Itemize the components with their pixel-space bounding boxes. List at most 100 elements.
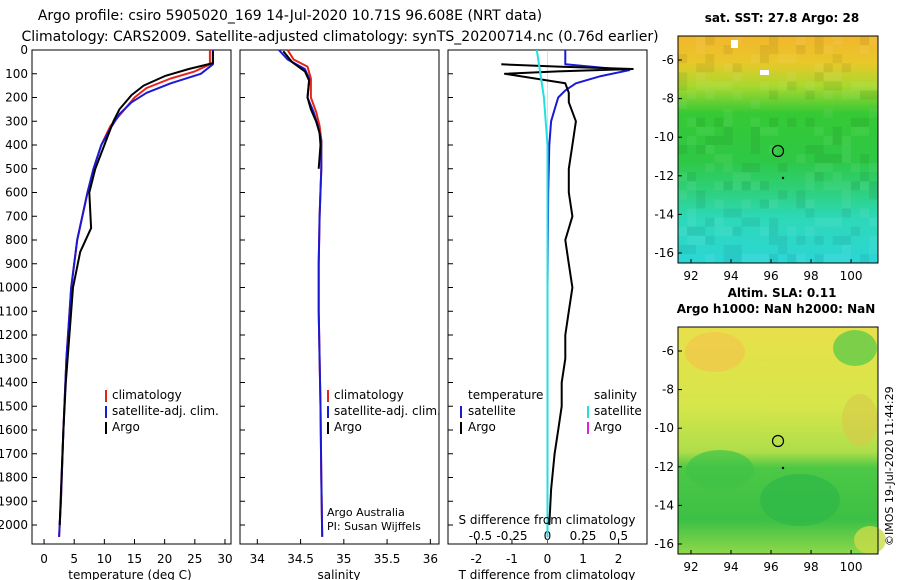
longitude-tick-label: 94 [723, 560, 738, 574]
sla-low-blob [760, 474, 840, 526]
x-tick-label: 15 [127, 552, 142, 566]
sst-pixel [696, 63, 706, 73]
sst-pixel [741, 217, 751, 227]
sla-map-frame [677, 326, 879, 555]
sst-pixel [841, 244, 851, 254]
latitude-tick-label: -14 [654, 498, 674, 512]
sst-pixel [832, 235, 842, 245]
latitude-tick-label: -12 [654, 169, 674, 183]
sst-pixel [750, 135, 760, 145]
sst-pixel [750, 253, 760, 263]
sst-pixel [769, 235, 779, 245]
sst-map-title: sat. SST: 27.8 Argo: 28 [705, 11, 859, 25]
legend-label-satellite: satellite-adj. clim. [112, 404, 219, 418]
legend-label-t-satellite: satellite [468, 404, 516, 418]
legend-title-temperature: temperature [468, 388, 543, 402]
argo-float-marker [771, 434, 785, 448]
sla-high-blob [854, 526, 886, 554]
legend-label-t-argo: Argo [468, 420, 496, 434]
sst-pixel [787, 117, 797, 127]
sst-pixel [714, 117, 724, 127]
depth-tick-label: 100 [5, 67, 28, 81]
sst-pixel [778, 244, 788, 254]
x-tick-label: -1 [506, 552, 518, 566]
s-diff-tick-label: -0.25 [496, 529, 527, 543]
sst-pixel [841, 235, 851, 245]
depth-tick-label: 1800 [0, 471, 28, 485]
x-tick-label: 1 [579, 552, 587, 566]
credit-timestamp: ©IMOS 19-Jul-2020 11:44:29 [883, 386, 896, 546]
sst-pixel [832, 135, 842, 145]
sst-pixel [860, 81, 870, 91]
sst-pixel [714, 181, 724, 191]
x-tick-label: 36 [423, 552, 438, 566]
sst-pixel [823, 63, 833, 73]
sst-pixel [678, 81, 688, 91]
sst-pixel [814, 126, 824, 136]
legend-label-climatology: climatology [112, 388, 182, 402]
sst-pixel [814, 45, 824, 55]
sst-pixel [823, 253, 833, 263]
longitude-tick-label: 100 [840, 269, 863, 283]
sst-pixel [732, 208, 742, 218]
depth-tick-label: 500 [5, 162, 28, 176]
difference-series [448, 49, 634, 544]
sst-pixel [687, 208, 697, 218]
sst-pixel [850, 126, 860, 136]
sst-pixel [796, 45, 806, 55]
sst-pixel [723, 117, 733, 127]
sla-low-blob [686, 450, 754, 490]
longitude-tick-label: 92 [683, 560, 698, 574]
sst-pixel [805, 199, 815, 209]
sst-pixel [805, 172, 815, 182]
temperature-legend: climatology satellite-adj. clim. Argo [105, 388, 219, 434]
sst-pixel [796, 235, 806, 245]
sst-pixel [860, 154, 870, 164]
x-tick-label: 5 [70, 552, 78, 566]
sst-pixel [696, 117, 706, 127]
sst-pixel [769, 36, 779, 46]
sst-pixel [714, 154, 724, 164]
sst-pixel [778, 54, 788, 64]
sst-pixel [796, 190, 806, 200]
legend-label-climatology: climatology [334, 388, 404, 402]
latitude-tick-label: -16 [654, 246, 674, 260]
legend-title-salinity: salinity [594, 388, 637, 402]
sst-pixel [850, 163, 860, 173]
sst-pixel [823, 72, 833, 82]
sst-pixel [696, 199, 706, 209]
sst-pixel [869, 244, 879, 254]
depth-tick-label: 1400 [0, 376, 28, 390]
x-tick-label: 25 [187, 552, 202, 566]
latitude-tick-label: -8 [662, 92, 674, 106]
t-difference-x-label: T difference from climatology [458, 568, 636, 580]
sst-pixel [714, 199, 724, 209]
sst-pixel [850, 117, 860, 127]
sst-pixel [750, 117, 760, 127]
sst-pixel [869, 81, 879, 91]
sst-pixel [696, 226, 706, 236]
sst-pixel [832, 81, 842, 91]
sst-pixel [723, 63, 733, 73]
sst-pixel [850, 81, 860, 91]
latitude-tick-label: -12 [654, 460, 674, 474]
sst-pixel [850, 226, 860, 236]
sst-pixel [769, 217, 779, 227]
sst-pixel [750, 99, 760, 109]
latitude-tick-label: -10 [654, 130, 674, 144]
sst-pixel [832, 72, 842, 82]
sst-pixel [869, 36, 879, 46]
depth-tick-label: 1300 [0, 352, 28, 366]
annotation-pi: PI: Susan Wijffels [327, 520, 421, 533]
sst-pixel [696, 235, 706, 245]
legend-label-argo: Argo [112, 420, 140, 434]
sst-pixel [805, 117, 815, 127]
sst-pixel [832, 217, 842, 227]
sst-pixel [759, 226, 769, 236]
sst-pixel [750, 181, 760, 191]
sst-pixel [796, 253, 806, 263]
s-difference-x-label: S difference from climatology [459, 513, 636, 527]
sst-pixel [723, 253, 733, 263]
longitude-tick-label: 96 [763, 560, 778, 574]
temperature-x-axis: 0 5 10 15 20 25 30 [40, 539, 233, 566]
